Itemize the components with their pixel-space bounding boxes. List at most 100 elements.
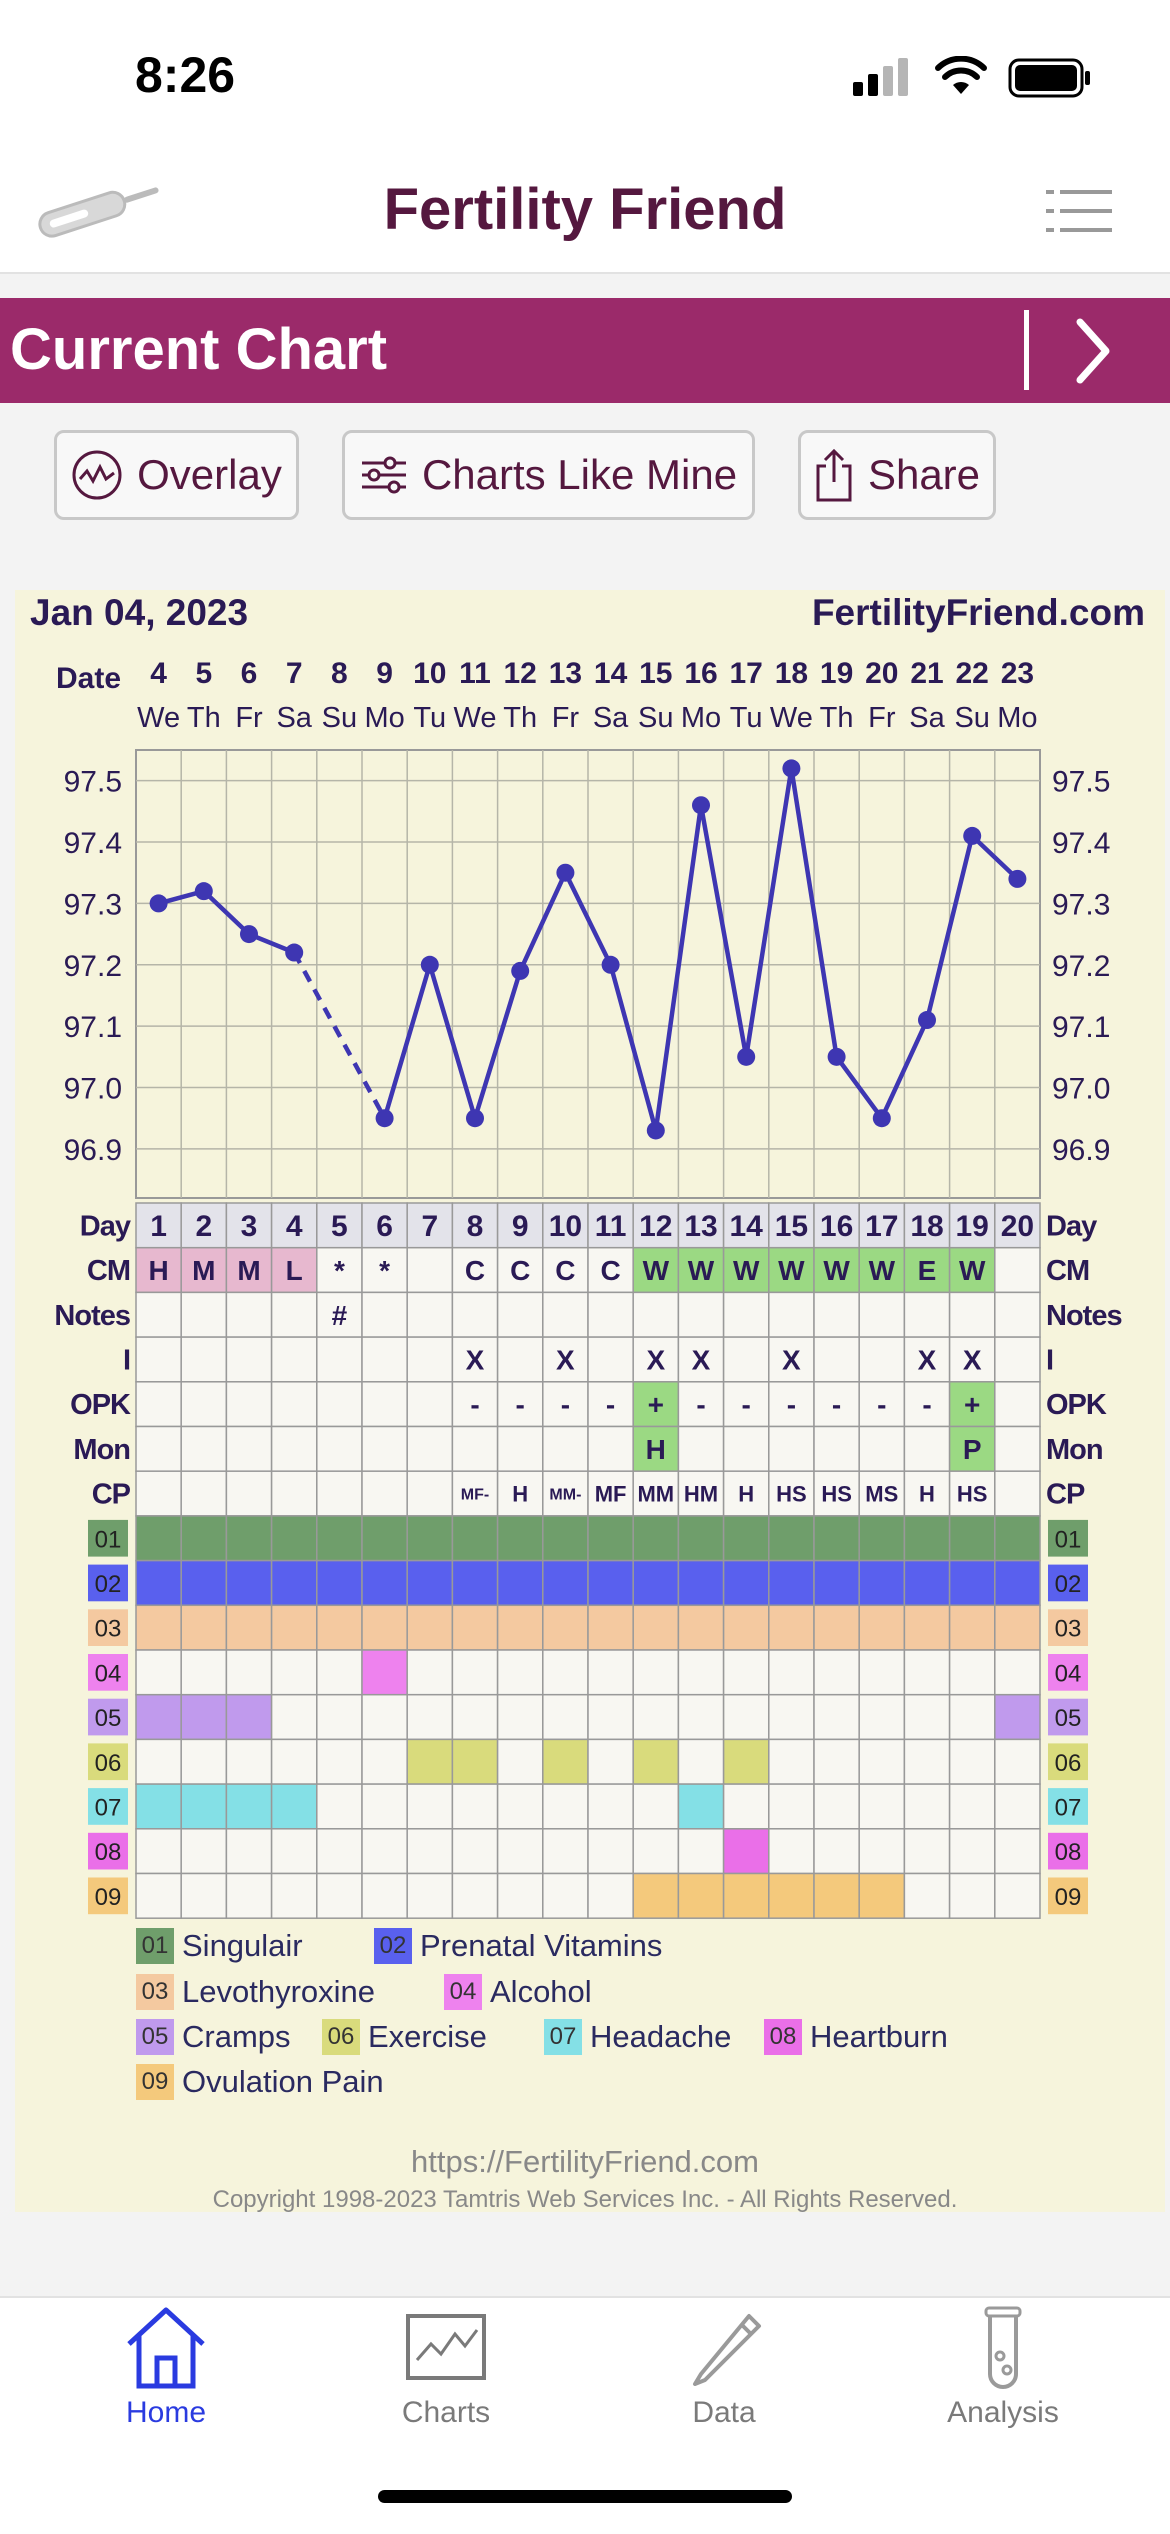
symptom-cell-03 [180, 1604, 228, 1651]
tab-data[interactable]: Data [578, 2296, 870, 2446]
monitor-cell-box [316, 1425, 363, 1472]
symptom-cell-06 [135, 1738, 182, 1785]
footer-url[interactable]: https://FertilityFriend.com [411, 2144, 759, 2179]
symptom-cell-03 [858, 1604, 906, 1651]
legend-item: 04 Alcohol [444, 1974, 592, 2010]
intercourse-cell-box [316, 1336, 363, 1383]
cp-cell-box [180, 1470, 228, 1517]
symptom-cell-09 [316, 1872, 363, 1919]
symptom-cell-03 [587, 1604, 634, 1651]
notes-cell-box [903, 1291, 951, 1338]
symptom-cell-06 [722, 1738, 770, 1785]
cm-cell: W [823, 1255, 850, 1286]
monitor-cell-box [768, 1425, 815, 1472]
opk-cell-box [180, 1381, 228, 1428]
row-label-mon: Mon [73, 1434, 130, 1466]
tab-analysis[interactable]: Analysis [857, 2296, 1149, 2446]
symptom-cell-08 [632, 1828, 680, 1875]
symptom-cell-05 [496, 1693, 544, 1741]
weekday: Tu [413, 702, 446, 734]
monitor-cell-box [632, 1425, 680, 1472]
symptom-cell-09 [994, 1872, 1041, 1919]
tab-charts-label: Charts [401, 2396, 491, 2429]
symptom-code-right: 04 [1055, 1660, 1082, 1687]
cm-cell-box [496, 1246, 544, 1294]
overlay-button[interactable]: Overlay [54, 430, 299, 520]
cycle-day: 4 [286, 1210, 303, 1243]
cm-cell: M [192, 1255, 215, 1286]
y-tick-label-left: 96.9 [64, 1134, 122, 1167]
banner-title: Current Chart [10, 317, 388, 382]
cycle-day: 11 [595, 1210, 627, 1243]
legend-item: 02 Prenatal Vitamins [374, 1928, 662, 1964]
symptom-cell-05 [270, 1693, 318, 1741]
date-number: 10 [413, 657, 446, 690]
monitor-cell-box [587, 1425, 634, 1472]
symptom-cell-03 [361, 1604, 408, 1651]
symptom-cell-07 [406, 1783, 454, 1830]
symptom-code-left: 03 [95, 1616, 122, 1643]
symptom-cell-03 [948, 1604, 996, 1651]
share-button[interactable]: Share [798, 430, 996, 520]
share-label: Share [867, 451, 981, 498]
tab-data-label: Data [692, 2396, 756, 2429]
cp-cell: MS [865, 1481, 898, 1506]
symptom-cell-05 [406, 1693, 454, 1741]
chart-icon [406, 2314, 486, 2380]
weekday: Sa [276, 702, 312, 734]
date-number: 20 [865, 657, 898, 690]
banner-divider [1024, 310, 1029, 390]
charts-like-mine-button[interactable]: Charts Like Mine [342, 430, 755, 520]
legend-code: 05 [136, 2019, 174, 2055]
cp-cell-box [225, 1470, 273, 1517]
symptom-cell-02 [587, 1559, 634, 1607]
temperature-point [420, 955, 439, 974]
cm-cell: C [465, 1255, 485, 1286]
monitor-cell-box [722, 1425, 770, 1472]
symptom-cell-04 [316, 1649, 363, 1696]
symptom-cell-08 [948, 1828, 996, 1875]
temperature-point [737, 1047, 756, 1066]
notes-cell-box [270, 1291, 318, 1338]
symptom-cell-01 [135, 1515, 182, 1562]
y-tick-label-right: 97.4 [1052, 827, 1110, 860]
row-label-cm: CM [87, 1255, 130, 1287]
symptom-cell-04 [858, 1649, 906, 1696]
weekday: We [137, 702, 180, 734]
symptom-cell-07 [225, 1783, 273, 1830]
symptom-cell-06 [768, 1738, 815, 1785]
symptom-cell-02 [722, 1559, 770, 1607]
date-number: 22 [956, 657, 989, 690]
symptom-cell-08 [180, 1828, 228, 1875]
monitor-cell-box [361, 1425, 408, 1472]
symptom-cell-06 [496, 1738, 544, 1785]
symptom-cell-08 [587, 1828, 634, 1875]
chevron-right-icon[interactable] [1068, 316, 1118, 386]
tab-home[interactable]: Home [20, 2296, 312, 2446]
hamburger-menu-icon[interactable] [1046, 188, 1112, 234]
symptom-cell-05 [858, 1693, 906, 1741]
symptom-cell-03 [722, 1604, 770, 1651]
cycle-day: 10 [549, 1210, 582, 1243]
symptom-cell-08 [270, 1828, 318, 1875]
opk-cell-box [768, 1381, 815, 1428]
symptom-cell-07 [994, 1783, 1041, 1830]
symptom-cell-05 [994, 1693, 1041, 1741]
tab-charts[interactable]: Charts [300, 2296, 592, 2446]
cm-cell: C [555, 1255, 575, 1286]
row-label-day-right: Day [1046, 1210, 1097, 1242]
cycle-day: 7 [421, 1210, 438, 1243]
symptom-cell-06 [225, 1738, 273, 1785]
symptom-cell-04 [225, 1649, 273, 1696]
monitor-cell-box [813, 1425, 860, 1472]
date-number: 23 [1001, 657, 1034, 690]
battery-icon [1008, 58, 1090, 98]
monitor-cell-box [180, 1425, 228, 1472]
intercourse-cell-box [496, 1336, 544, 1383]
symptom-cell-05 [180, 1693, 228, 1741]
legend-item: 07 Headache [544, 2019, 731, 2055]
symptom-cell-08 [316, 1828, 363, 1875]
legend-name: Exercise [368, 2019, 487, 2054]
cycle-day-box [994, 1202, 1041, 1249]
cycle-day-box [813, 1202, 860, 1249]
